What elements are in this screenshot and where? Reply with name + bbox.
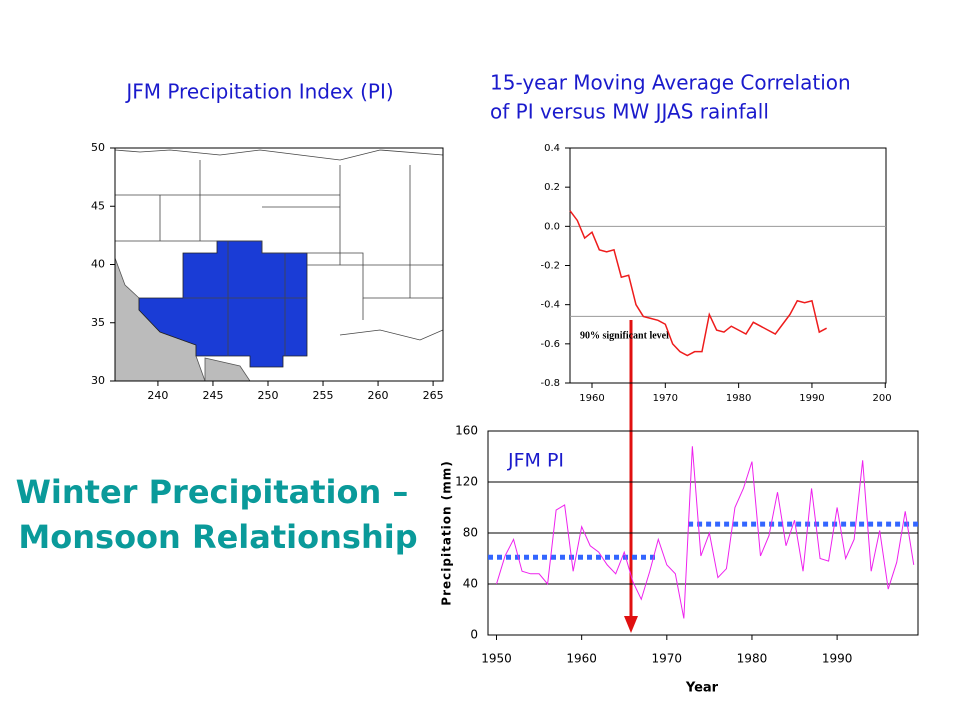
- x-tick-label: 255: [313, 389, 334, 402]
- chart: -0.8 -0.6 -0.4 -0.2 0.0 0.2 0.4 1960 1970 1980 199…: [540, 143, 898, 404]
- data-line: [569, 210, 827, 357]
- map: [115, 148, 443, 381]
- chart: 0 40 80 120 160 1950 1960 1970 1980 1990 JFM PI Yea…: [440, 424, 919, 696]
- plot-frame: [114, 147, 444, 382]
- x-tick-label: 1970: [652, 652, 683, 666]
- x-tick-label: 1980: [737, 652, 768, 666]
- x-tick-label: 1990: [799, 393, 824, 404]
- arrow-head: [624, 616, 638, 633]
- x-tick-label: 245: [202, 389, 223, 402]
- x-tick-label: 265: [423, 389, 444, 402]
- y-tick-label: 35: [91, 316, 105, 329]
- map-title: JFM Precipitation Index (PI): [124, 80, 393, 104]
- y-tick-label: -0.2: [540, 261, 560, 272]
- x-tick-label: 240: [147, 389, 168, 402]
- y-tick-label: -0.4: [540, 300, 560, 311]
- chart: 30 35 40 45 50 240 245 250 255 260 265: [91, 141, 444, 402]
- y-tick-label: 0.0: [544, 221, 560, 232]
- y-axis-label: Precipitation (mm): [440, 460, 454, 605]
- corr-title: of PI versus MW JJAS rainfall: [490, 100, 769, 124]
- y-tick-label: 50: [91, 141, 105, 154]
- data-line: [496, 446, 915, 619]
- y-tick-label: -0.6: [540, 339, 560, 350]
- x-tick-label: 2000: [873, 393, 898, 404]
- y-tick-label: 0.4: [544, 143, 560, 154]
- annotation: JFM PI: [507, 450, 564, 472]
- y-tick-label: 0.2: [544, 182, 560, 193]
- plot-frame: [569, 147, 887, 384]
- y-tick-label: 30: [91, 374, 105, 387]
- corr-title: 15-year Moving Average Correlation: [490, 71, 851, 95]
- x-tick-label: 1970: [653, 393, 678, 404]
- y-tick-label: 160: [455, 424, 478, 438]
- y-tick-label: 80: [463, 526, 478, 540]
- y-tick-label: -0.8: [540, 378, 560, 389]
- y-tick-label: 45: [91, 199, 105, 212]
- y-tick-label: 0: [470, 628, 478, 642]
- y-tick-label: 40: [463, 577, 478, 591]
- x-tick-label: 250: [257, 389, 278, 402]
- x-tick-label: 260: [368, 389, 389, 402]
- slide-title: Monsoon Relationship: [18, 518, 417, 556]
- x-tick-label: 1960: [579, 393, 604, 404]
- x-tick-label: 1980: [726, 393, 751, 404]
- x-tick-label: 1990: [822, 652, 853, 666]
- x-tick-label: 1950: [481, 652, 512, 666]
- y-tick-label: 120: [455, 475, 478, 489]
- slide-title: Winter Precipitation –: [16, 473, 409, 511]
- x-tick-label: 1960: [566, 652, 597, 666]
- y-tick-label: 40: [91, 258, 105, 271]
- x-axis-label: Year: [685, 681, 719, 696]
- reference-label: 90% significant level: [580, 331, 669, 342]
- plot-frame: [487, 430, 919, 636]
